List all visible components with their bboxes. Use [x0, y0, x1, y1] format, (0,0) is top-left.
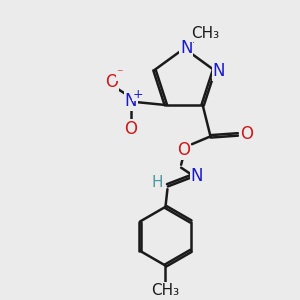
Text: O: O [240, 125, 253, 143]
Text: O: O [124, 119, 137, 137]
Text: O: O [106, 73, 118, 91]
Text: H: H [152, 175, 164, 190]
Text: O: O [178, 141, 190, 159]
Text: N: N [213, 62, 225, 80]
Text: N: N [190, 167, 203, 184]
Text: N: N [180, 39, 193, 57]
Text: N: N [124, 92, 137, 110]
Text: CH₃: CH₃ [191, 26, 219, 41]
Text: +: + [132, 88, 143, 101]
Text: ⁻: ⁻ [116, 67, 123, 80]
Text: CH₃: CH₃ [152, 283, 179, 298]
